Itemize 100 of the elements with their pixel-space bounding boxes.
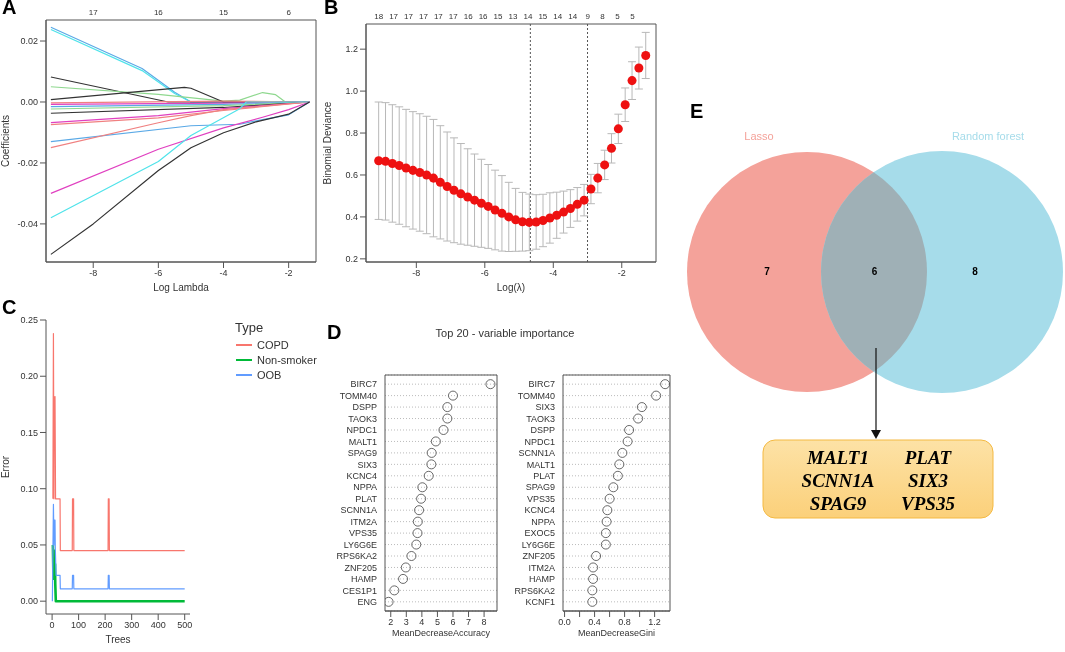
text: E <box>690 100 704 123</box>
y-tick-label: ZNF205 <box>522 551 555 562</box>
x-tick-label: 100 <box>71 620 87 631</box>
legend-label: COPD <box>257 339 289 351</box>
x-tick-label: 5 <box>434 617 440 628</box>
text: SCNN1A <box>801 470 875 491</box>
text: 16 <box>153 8 164 17</box>
y-tick-label: 1.0 <box>345 86 358 97</box>
text: B <box>324 0 339 19</box>
y-tick-label: 0.20 <box>20 371 38 382</box>
y-tick-label: 0.15 <box>20 427 38 438</box>
x-tick-label: 2 <box>388 617 394 628</box>
y-tick-label: 0.10 <box>20 483 38 494</box>
text: A <box>2 0 17 19</box>
y-tick-label: KCNF1 <box>525 597 555 608</box>
y-tick-label: 0.6 <box>345 170 358 181</box>
y-tick-label: SIX3 <box>535 402 555 413</box>
text: 14 <box>523 12 533 21</box>
y-tick-label: ITM2A <box>528 562 555 573</box>
x-tick-label: 1.2 <box>648 617 661 628</box>
y-tick-label: 0.25 <box>20 315 38 326</box>
y-tick-label: VPS35 <box>348 528 377 539</box>
text: SPAG9 <box>809 493 867 514</box>
y-tick-label: 0.4 <box>345 212 358 223</box>
y-tick-label: ZNF205 <box>344 562 377 573</box>
y-tick-label: SIX3 <box>357 459 377 470</box>
y-tick-label: MALT1 <box>526 459 555 470</box>
x-tick-label: -8 <box>412 268 421 279</box>
category-label: Random forest <box>951 130 1025 142</box>
x-tick-label: 400 <box>150 620 166 631</box>
text: 13 <box>508 12 518 21</box>
y-axis-title: Coefficients <box>0 114 11 168</box>
text: 15 <box>493 12 504 21</box>
legend-label: OOB <box>257 369 282 381</box>
y-tick-label: TOMM40 <box>339 390 377 401</box>
text: 17 <box>433 12 444 21</box>
x-tick-label: -4 <box>219 268 228 279</box>
y-tick-label: DSPP <box>352 402 377 413</box>
text: MALT1 <box>806 447 869 468</box>
text: 17 <box>404 12 414 21</box>
text: C <box>2 296 17 319</box>
text: 15 <box>219 8 229 17</box>
y-tick-label: -0.04 <box>17 219 38 230</box>
x-tick-label: -4 <box>549 268 558 279</box>
x-tick-label: 7 <box>466 617 472 628</box>
category-label: Lasso <box>744 130 774 142</box>
chart-title: Top 20 - variable importance <box>435 327 575 339</box>
y-tick-label: 0.2 <box>345 254 358 265</box>
y-tick-label: SCNN1A <box>340 505 377 516</box>
y-tick-label: SPAG9 <box>525 482 555 493</box>
y-tick-label: KCNC4 <box>524 505 555 516</box>
y-tick-label: NPDC1 <box>346 425 377 436</box>
text: D <box>327 321 342 344</box>
x-axis-title: Log Lambda <box>153 282 210 293</box>
y-tick-label: 0.05 <box>20 540 38 551</box>
y-tick-label: HAMP <box>528 574 555 585</box>
x-tick-label: 300 <box>124 620 140 631</box>
y-tick-label: ENG <box>357 597 377 608</box>
x-tick-label: 0 <box>49 620 55 631</box>
x-tick-label: -8 <box>89 268 98 279</box>
x-tick-label: 0.8 <box>618 617 631 628</box>
text: 15 <box>538 12 548 21</box>
x-tick-label: 6 <box>450 617 456 628</box>
text: 6 <box>286 8 292 17</box>
y-tick-label: VPS35 <box>526 493 555 504</box>
x-tick-label: 4 <box>419 617 425 628</box>
y-tick-label: TAOK3 <box>348 413 377 424</box>
y-tick-label: EXOC5 <box>524 528 555 539</box>
y-tick-label: -0.02 <box>17 158 38 169</box>
text: 17 <box>389 12 399 21</box>
y-tick-label: 0.02 <box>20 36 38 47</box>
y-tick-label: DSPP <box>530 425 555 436</box>
y-tick-label: RPS6KA2 <box>514 585 555 596</box>
text: 14 <box>568 12 578 21</box>
x-axis-title: MeanDecreaseAccuracy <box>391 628 491 638</box>
y-tick-label: 0.00 <box>20 596 38 607</box>
x-tick-label: -6 <box>480 268 489 279</box>
x-axis-title: Trees <box>105 634 131 645</box>
x-tick-label: 3 <box>403 617 409 628</box>
y-tick-label: RPS6KA2 <box>336 551 377 562</box>
y-tick-label: NPPA <box>531 516 555 527</box>
y-axis-title: Binomial Deviance <box>321 101 333 185</box>
y-axis-title: Error <box>0 455 11 479</box>
text: PLAT <box>903 447 953 468</box>
y-tick-label: NPPA <box>353 482 377 493</box>
y-tick-label: MALT1 <box>348 436 377 447</box>
x-axis-title: Log(λ) <box>496 282 526 293</box>
y-tick-label: TOMM40 <box>517 390 555 401</box>
text: 18 <box>374 12 384 21</box>
y-tick-label: HAMP <box>350 574 377 585</box>
y-tick-label: SPAG9 <box>347 448 377 459</box>
text: 16 <box>478 12 489 21</box>
text: 17 <box>418 12 429 21</box>
y-tick-label: CES1P1 <box>342 585 377 596</box>
x-axis-title: MeanDecreaseGini <box>577 628 656 638</box>
x-tick-label: 500 <box>177 620 193 631</box>
legend-label: Non-smoker <box>257 354 317 366</box>
y-tick-label: 0.00 <box>20 97 38 108</box>
text: VPS35 <box>901 493 956 514</box>
y-tick-label: 1.2 <box>345 44 358 55</box>
